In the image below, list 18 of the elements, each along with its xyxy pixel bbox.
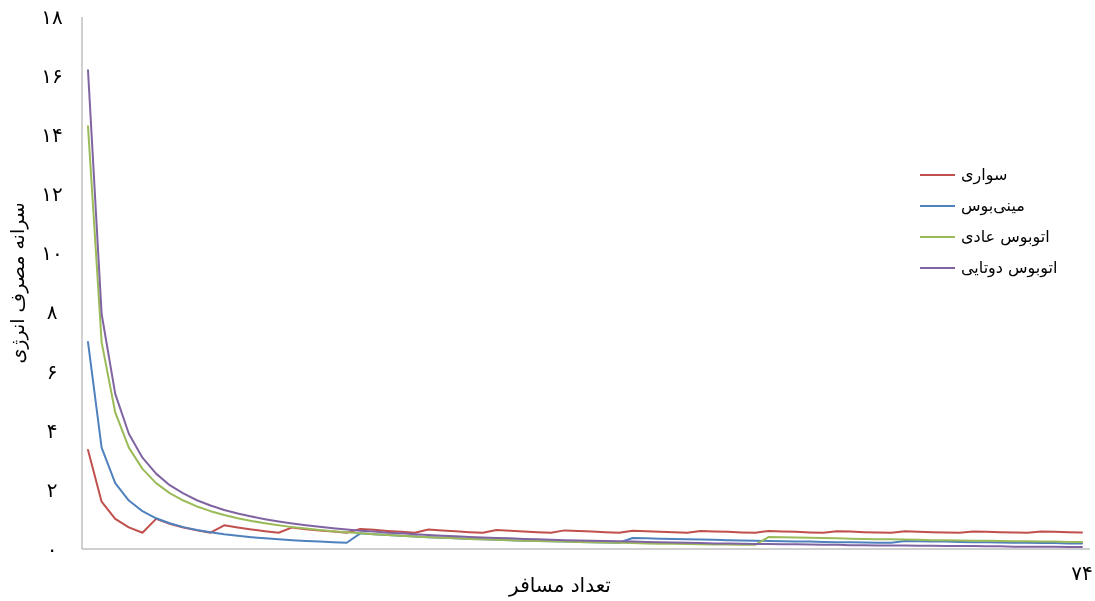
legend-label: اتوبوس دوتایی	[961, 257, 1058, 278]
y-tick-label: ۰	[46, 536, 58, 561]
y-tick-label: ۴	[46, 418, 58, 443]
legend-label: مینی‌بوس	[961, 195, 1025, 216]
y-tick-label: ۱۴	[41, 123, 63, 148]
y-tick-label: ۱۶	[41, 64, 63, 89]
x-tick-label: ۷۴	[1071, 561, 1093, 585]
y-tick-label: ۲	[46, 477, 58, 502]
legend-label: اتوبوس عادی	[961, 226, 1050, 247]
y-tick-label: ۱۰	[41, 241, 63, 266]
y-tick-label: ۱۲	[41, 182, 63, 207]
y-tick-label: ۱۸	[41, 4, 63, 29]
legend-label: سواری	[961, 164, 1008, 185]
y-axis-title: سرانه مصرف انرژی	[6, 202, 29, 364]
line-series	[87, 448, 1083, 534]
y-tick-label: ۶	[46, 359, 58, 384]
y-tick-label: ۸	[46, 300, 58, 325]
x-axis-title: تعداد مسافر	[508, 573, 611, 597]
